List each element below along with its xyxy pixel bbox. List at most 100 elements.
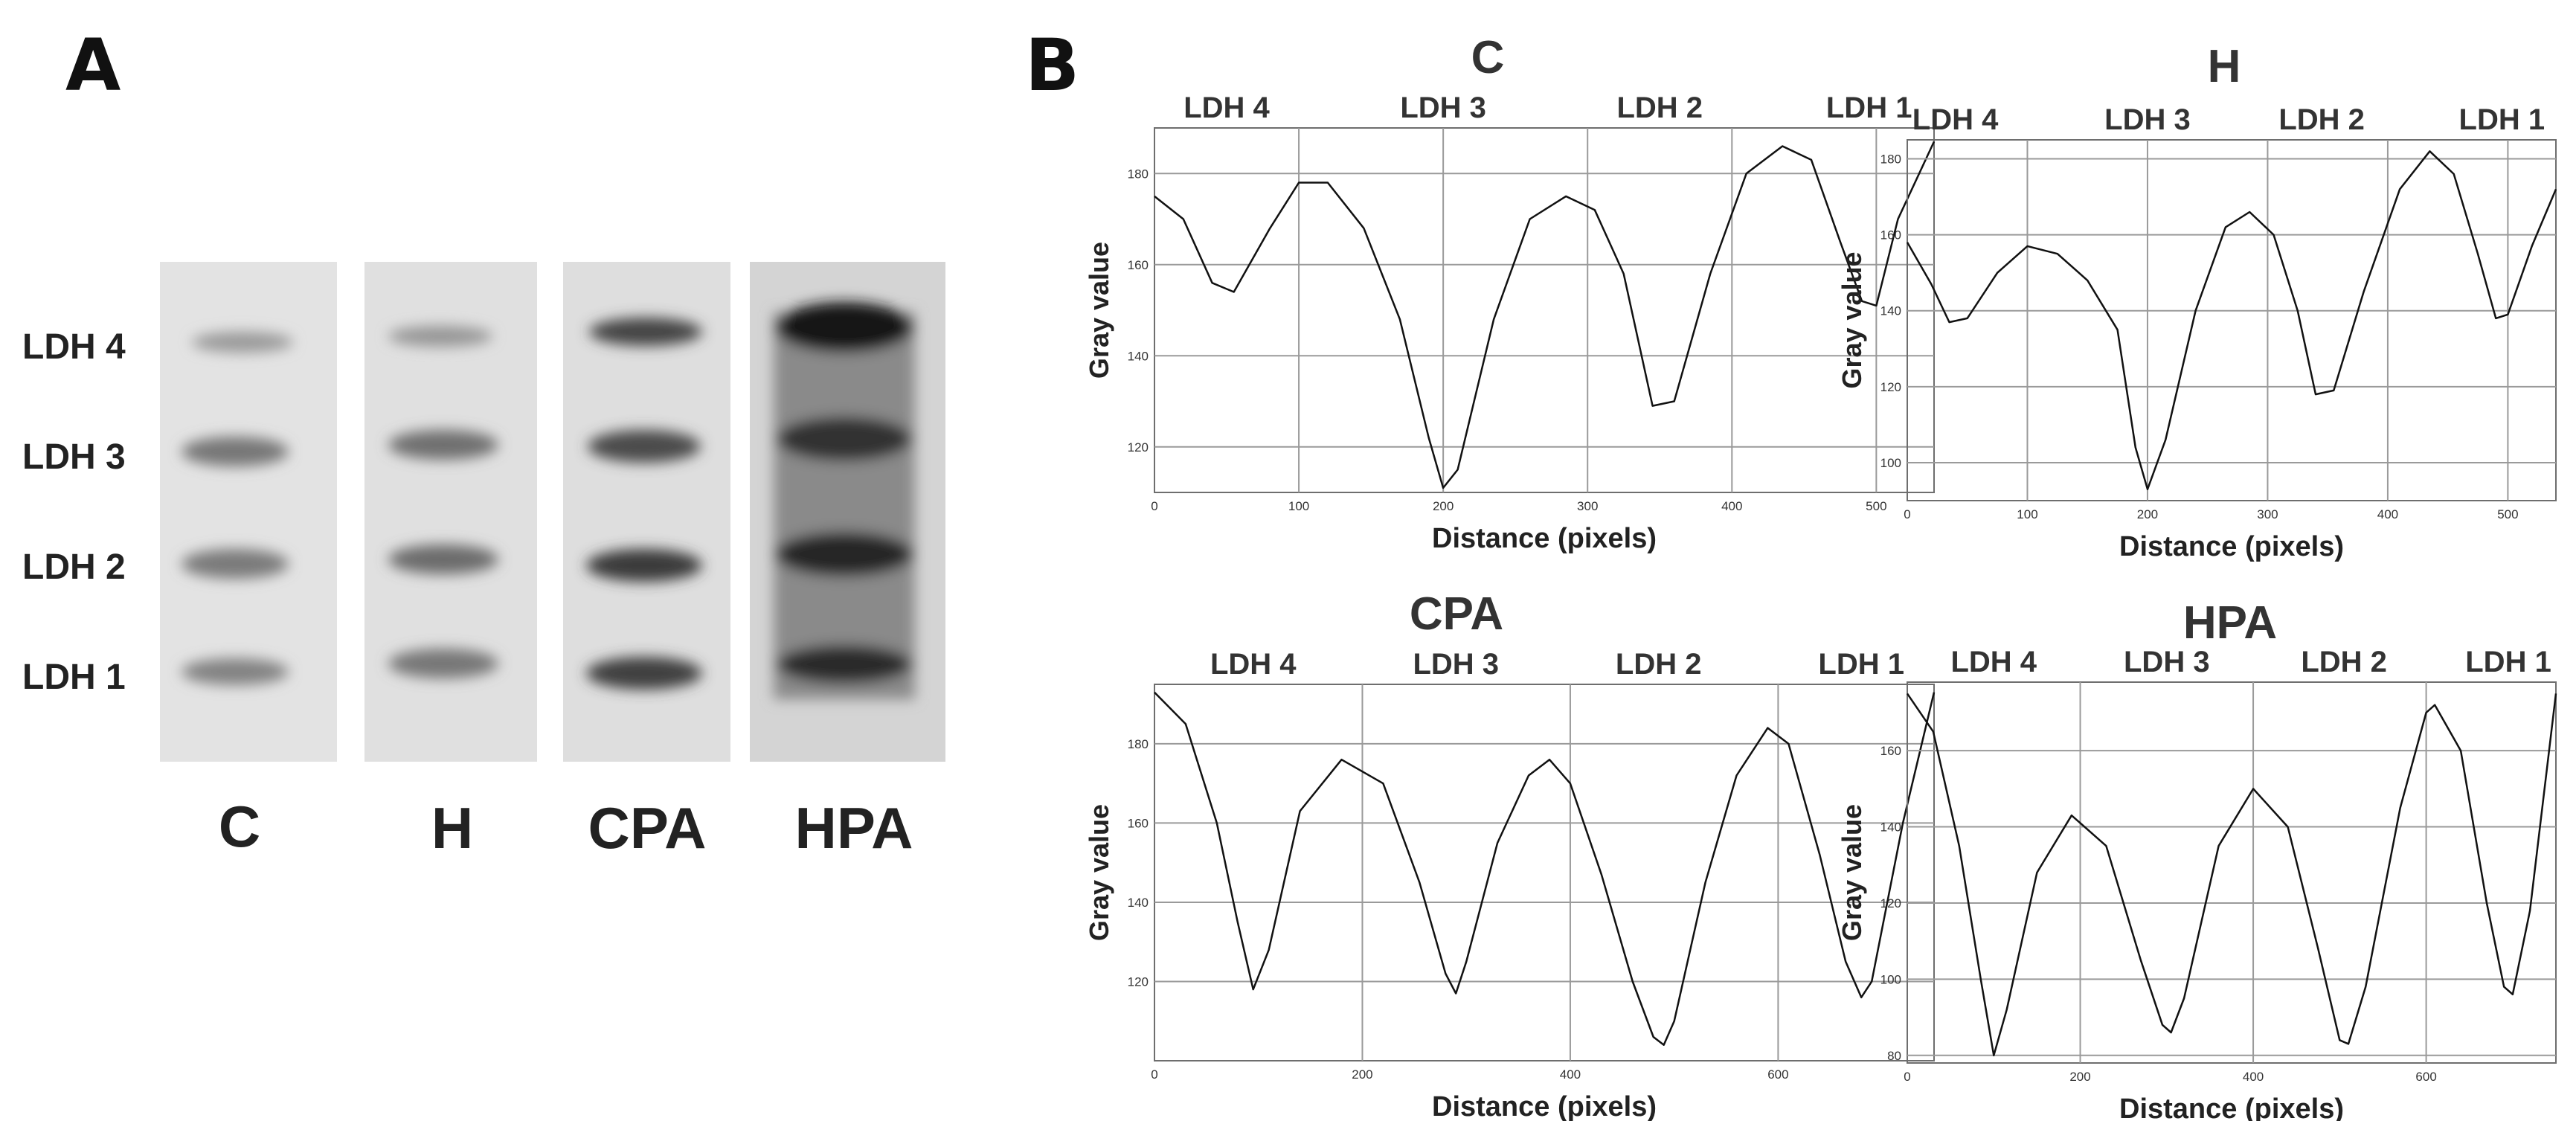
chart-title-cpa: CPA: [1410, 588, 1503, 640]
peak-label-ldh2: LDH 2: [2301, 646, 2387, 678]
y-tick-label: 100: [1880, 972, 1901, 986]
lane-label-hpa: HPA: [795, 795, 913, 861]
y-tick-label: 140: [1128, 349, 1149, 363]
band-c-ldh1: [182, 658, 289, 685]
x-tick-label: 0: [1151, 499, 1157, 513]
y-tick-label: 120: [1128, 440, 1149, 454]
band-cpa-ldh4: [589, 318, 702, 346]
peak-label-ldh3: LDH 3: [2124, 646, 2210, 678]
series-line-cpa: [1154, 691, 1936, 1046]
band-cpa-ldh3: [588, 430, 701, 463]
band-hpa-ldh3: [777, 417, 911, 461]
chart-c: 120 140 160 180 0 100 200 300 400 500 LDH 4 LDH 3 LD…: [1084, 32, 1936, 554]
peak-label-ldh4: LDH 4: [1912, 103, 1999, 136]
x-tick-label: 400: [1560, 1067, 1581, 1082]
chart-hpa: 80 100 120 140 160 0 200 400 600 LDH 4 LDH 3 LDH 2 L…: [1837, 597, 2557, 1121]
chart-title-hpa: HPA: [2183, 597, 2277, 649]
panel-a-letter: A: [65, 24, 121, 107]
peak-label-ldh3: LDH 3: [1400, 91, 1486, 124]
peak-label-ldh2: LDH 2: [1616, 648, 1702, 681]
band-c-ldh3: [182, 437, 289, 466]
x-tick-label: 400: [2243, 1070, 2264, 1084]
chart-title-c: C: [1471, 32, 1505, 83]
band-h-ldh2: [388, 545, 498, 574]
band-hpa-ldh4: [776, 302, 913, 353]
band-cpa-ldh2: [586, 549, 702, 582]
peak-label-ldh4: LDH 4: [1210, 648, 1297, 681]
x-tick-label: 300: [2257, 507, 2278, 521]
x-tick-label: 200: [1352, 1067, 1372, 1082]
y-tick-label: 120: [1128, 974, 1149, 989]
y-tick-label: 160: [1128, 258, 1149, 272]
x-tick-label: 600: [2415, 1070, 2436, 1084]
x-tick-label: 200: [2069, 1070, 2090, 1084]
x-tick-label: 500: [1866, 499, 1886, 513]
x-tick-label: 400: [2377, 507, 2398, 521]
x-axis-label: Distance (pixels): [2119, 1093, 2344, 1121]
y-tick-label: 180: [1128, 167, 1149, 181]
y-tick-label: 160: [1128, 816, 1149, 830]
chart-title-h: H: [2208, 41, 2241, 92]
y-tick-label: 140: [1880, 820, 1901, 835]
x-tick-label: 200: [2137, 507, 2158, 521]
peak-label-ldh3: LDH 3: [1413, 648, 1499, 681]
x-tick-label: 400: [1721, 499, 1742, 513]
x-tick-label: 100: [2017, 507, 2037, 521]
band-label-ldh2: LDH 2: [22, 547, 126, 587]
x-tick-label: 600: [1767, 1067, 1788, 1082]
band-h-ldh3: [388, 430, 498, 460]
x-axis-label: Distance (pixels): [1432, 523, 1657, 554]
band-label-ldh1: LDH 1: [22, 658, 126, 697]
x-axis-label: Distance (pixels): [1432, 1091, 1657, 1121]
peak-label-ldh3: LDH 3: [2104, 103, 2191, 136]
y-axis-label: Gray value: [1837, 804, 1867, 941]
y-tick-label: 100: [1880, 456, 1901, 470]
chart-h: 100 120 140 160 180 0 100 200 300 400 500 LDH 4 LDH …: [1837, 41, 2557, 562]
x-tick-label: 300: [1577, 499, 1598, 513]
peak-label-ldh1: LDH 1: [2465, 646, 2551, 678]
band-label-ldh4: LDH 4: [22, 327, 126, 367]
x-tick-label: 0: [1904, 1070, 1910, 1084]
series-line-h: [1906, 150, 2557, 490]
band-hpa-ldh2: [776, 532, 913, 576]
peak-label-ldh4: LDH 4: [1950, 646, 2037, 678]
peak-label-ldh2: LDH 2: [1616, 91, 1703, 124]
peak-label-ldh1: LDH 1: [2459, 103, 2546, 136]
peak-label-ldh1: LDH 1: [1826, 91, 1912, 124]
x-tick-label: 200: [1433, 499, 1454, 513]
lane-label-cpa: CPA: [588, 795, 707, 861]
panel-b-letter: B: [1025, 24, 1080, 107]
series-line-hpa: [1906, 693, 2557, 1057]
y-tick-label: 140: [1128, 896, 1149, 910]
band-hpa-ldh1: [777, 645, 911, 684]
y-axis-label: Gray value: [1084, 804, 1114, 941]
y-axis-label: Gray value: [1837, 251, 1867, 388]
peak-label-ldh4: LDH 4: [1183, 91, 1270, 124]
band-h-ldh1: [388, 649, 498, 678]
band-h-ldh4: [388, 326, 492, 347]
lane-label-h: H: [431, 795, 473, 861]
peak-label-ldh2: LDH 2: [2278, 103, 2365, 136]
y-tick-label: 160: [1880, 744, 1901, 758]
y-tick-label: 180: [1128, 737, 1149, 751]
gel-image: [160, 262, 945, 762]
band-label-ldh3: LDH 3: [22, 437, 126, 477]
peak-label-ldh1: LDH 1: [1818, 648, 1904, 681]
y-axis-label: Gray value: [1084, 242, 1114, 379]
plot-frame-cpa: [1154, 684, 1935, 1061]
y-tick-label: 140: [1880, 304, 1901, 318]
x-tick-label: 0: [1904, 507, 1910, 521]
plot-frame-c: [1154, 127, 1935, 493]
band-hpa-smear: [774, 312, 915, 699]
chart-cpa: 120 140 160 180 0 200 400 600 LDH 4 LDH 3 LDH 2 LDH…: [1084, 588, 1936, 1121]
x-tick-label: 500: [2497, 507, 2518, 521]
lane-label-c: C: [219, 794, 260, 859]
band-cpa-ldh1: [586, 657, 702, 690]
y-tick-label: 120: [1880, 896, 1901, 910]
plot-frame-h: [1907, 139, 2557, 501]
band-c-ldh4: [192, 332, 293, 353]
plot-frame-hpa: [1907, 681, 2557, 1064]
y-tick-label: 160: [1880, 228, 1901, 242]
x-axis-label: Distance (pixels): [2119, 531, 2344, 562]
